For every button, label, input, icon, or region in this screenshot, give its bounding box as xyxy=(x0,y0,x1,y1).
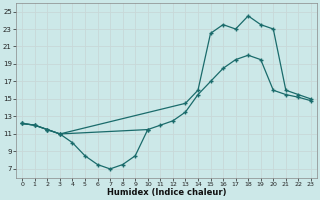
X-axis label: Humidex (Indice chaleur): Humidex (Indice chaleur) xyxy=(107,188,226,197)
